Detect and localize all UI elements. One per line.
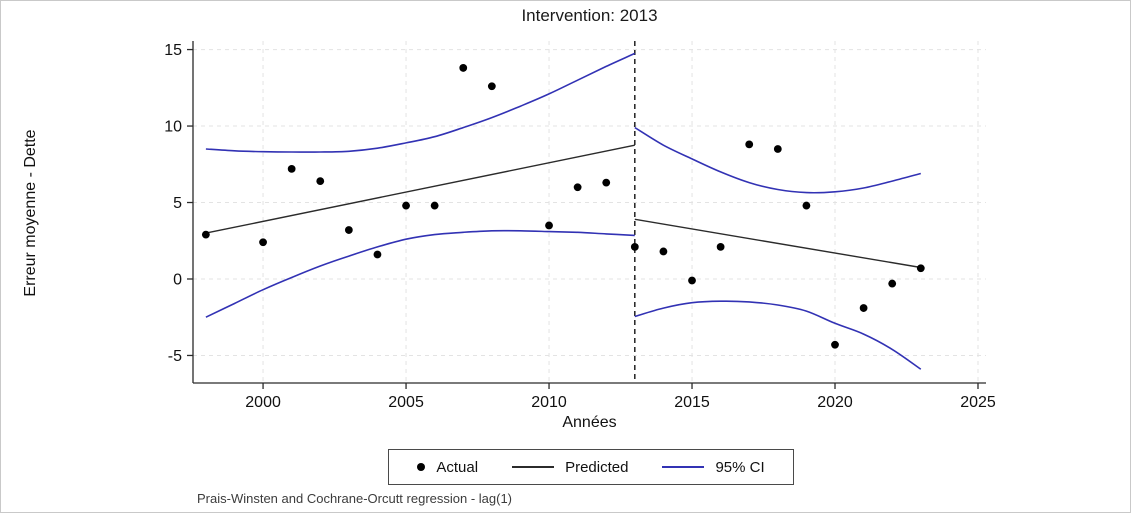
actual-data-point (773, 145, 782, 153)
actual-data-point (916, 264, 925, 273)
actual-data-point (430, 201, 439, 210)
actual-data-point (287, 164, 296, 173)
y-tick-label: 0 (173, 271, 182, 288)
predicted-pre-intervention-line (205, 144, 635, 234)
y-axis-label: Erreur moyenne - Dette (22, 129, 39, 297)
y-tick-label: 5 (173, 195, 182, 212)
legend-item-actual: Actual (417, 459, 478, 476)
actual-data-point (688, 276, 696, 285)
actual-data-point (459, 64, 468, 72)
x-tick-label: 2000 (245, 394, 281, 411)
95-ci-upper-pre-intervention-line (205, 52, 636, 153)
actual-data-point (373, 250, 382, 259)
y-tick-label: 10 (164, 119, 182, 136)
x-axis-label: Années (562, 414, 617, 431)
legend: Actual Predicted 95% CI (388, 449, 794, 485)
x-tick-label: 2025 (960, 394, 996, 411)
x-tick-label: 2010 (531, 394, 567, 411)
ci-line-marker-icon (662, 466, 705, 468)
95-ci-lower-post-intervention-line (634, 300, 922, 370)
actual-data-point (545, 221, 553, 230)
actual-data-point (201, 230, 210, 239)
actual-data-point (859, 304, 868, 312)
chart-note: Prais-Winsten and Cochrane-Orcutt regres… (197, 491, 513, 506)
actual-data-point (487, 82, 496, 91)
actual-data-point (831, 340, 839, 349)
legend-label-actual: Actual (436, 458, 479, 476)
x-tick-label: 2015 (674, 394, 710, 411)
legend-item-predicted: Predicted (512, 459, 628, 476)
actual-data-point (716, 242, 725, 251)
actual-data-point (802, 201, 811, 210)
x-tick-label: 2005 (388, 394, 424, 411)
legend-label-predicted: Predicted (565, 458, 629, 476)
legend-item-ci: 95% CI (662, 458, 765, 476)
x-tick-label: 2020 (817, 394, 853, 411)
predicted-line-marker-icon (512, 466, 555, 468)
actual-data-point (745, 140, 754, 149)
actual-data-point (659, 247, 668, 256)
95-ci-upper-post-intervention-line (634, 126, 921, 194)
actual-dot-marker-icon (417, 463, 426, 471)
y-tick-label: -5 (168, 348, 182, 365)
predicted-post-intervention-line (634, 218, 921, 269)
actual-data-point (344, 226, 353, 234)
y-tick-label: 15 (164, 42, 182, 59)
actual-data-point (402, 201, 410, 210)
actual-data-point (259, 238, 267, 247)
chart-title: Intervention: 2013 (521, 6, 658, 25)
actual-data-point (316, 177, 325, 186)
actual-data-point (573, 183, 582, 192)
actual-data-point (888, 279, 897, 288)
actual-data-point (630, 242, 639, 251)
legend-label-ci: 95% CI (715, 458, 765, 476)
95-ci-lower-pre-intervention-line (205, 229, 635, 318)
actual-data-point (602, 178, 611, 187)
